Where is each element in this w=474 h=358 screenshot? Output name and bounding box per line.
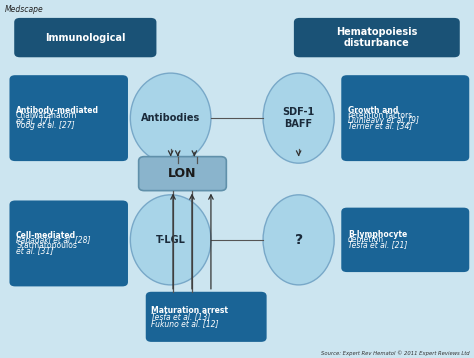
Text: Chaiwatanatorn: Chaiwatanatorn bbox=[16, 111, 77, 120]
Text: Source: Expert Rev Hematol © 2011 Expert Reviews Ltd: Source: Expert Rev Hematol © 2011 Expert… bbox=[320, 350, 469, 356]
Text: Tesfa et al. [13]: Tesfa et al. [13] bbox=[152, 312, 211, 321]
Text: ?: ? bbox=[294, 233, 303, 247]
FancyBboxPatch shape bbox=[294, 18, 460, 57]
Ellipse shape bbox=[130, 195, 211, 285]
Ellipse shape bbox=[263, 73, 334, 163]
Text: et al. [31]: et al. [31] bbox=[16, 246, 54, 256]
FancyBboxPatch shape bbox=[341, 208, 469, 272]
Text: Terrier et al. [34]: Terrier et al. [34] bbox=[348, 121, 412, 130]
FancyBboxPatch shape bbox=[14, 18, 156, 57]
Text: Statmatopoulos: Statmatopoulos bbox=[16, 241, 77, 251]
Text: Hematopoiesis
disturbance: Hematopoiesis disturbance bbox=[336, 27, 418, 48]
Text: retention factors: retention factors bbox=[348, 111, 412, 120]
Text: B-lymphocyte: B-lymphocyte bbox=[348, 230, 407, 240]
Text: Fukuno et al. [12]: Fukuno et al. [12] bbox=[152, 319, 219, 328]
FancyBboxPatch shape bbox=[9, 75, 128, 161]
Text: Maturation arrest: Maturation arrest bbox=[152, 306, 228, 315]
FancyBboxPatch shape bbox=[146, 292, 266, 342]
Text: LON: LON bbox=[168, 167, 197, 180]
Text: depletion: depletion bbox=[348, 235, 384, 245]
Text: Growth and: Growth and bbox=[348, 106, 398, 115]
Text: Immunological: Immunological bbox=[45, 33, 126, 43]
FancyBboxPatch shape bbox=[9, 200, 128, 286]
Text: Antibody-mediated: Antibody-mediated bbox=[16, 106, 99, 115]
Ellipse shape bbox=[263, 195, 334, 285]
Ellipse shape bbox=[130, 73, 211, 163]
Text: Tesfa et al. [21]: Tesfa et al. [21] bbox=[348, 240, 407, 250]
Text: Voog et al. [27]: Voog et al. [27] bbox=[16, 121, 75, 130]
Text: et al.  [7]: et al. [7] bbox=[16, 116, 51, 125]
Text: Papadaki et al. [28]: Papadaki et al. [28] bbox=[16, 236, 91, 246]
Text: Cell-mediated: Cell-mediated bbox=[16, 231, 76, 241]
Text: SDF-1
BAFF: SDF-1 BAFF bbox=[283, 107, 315, 129]
Text: Antibodies: Antibodies bbox=[141, 113, 200, 123]
FancyBboxPatch shape bbox=[138, 157, 226, 190]
Text: Dunleavy et al. [9]: Dunleavy et al. [9] bbox=[348, 116, 419, 125]
Text: Medscape: Medscape bbox=[5, 5, 44, 14]
FancyBboxPatch shape bbox=[341, 75, 469, 161]
Text: T-LGL: T-LGL bbox=[155, 235, 186, 245]
